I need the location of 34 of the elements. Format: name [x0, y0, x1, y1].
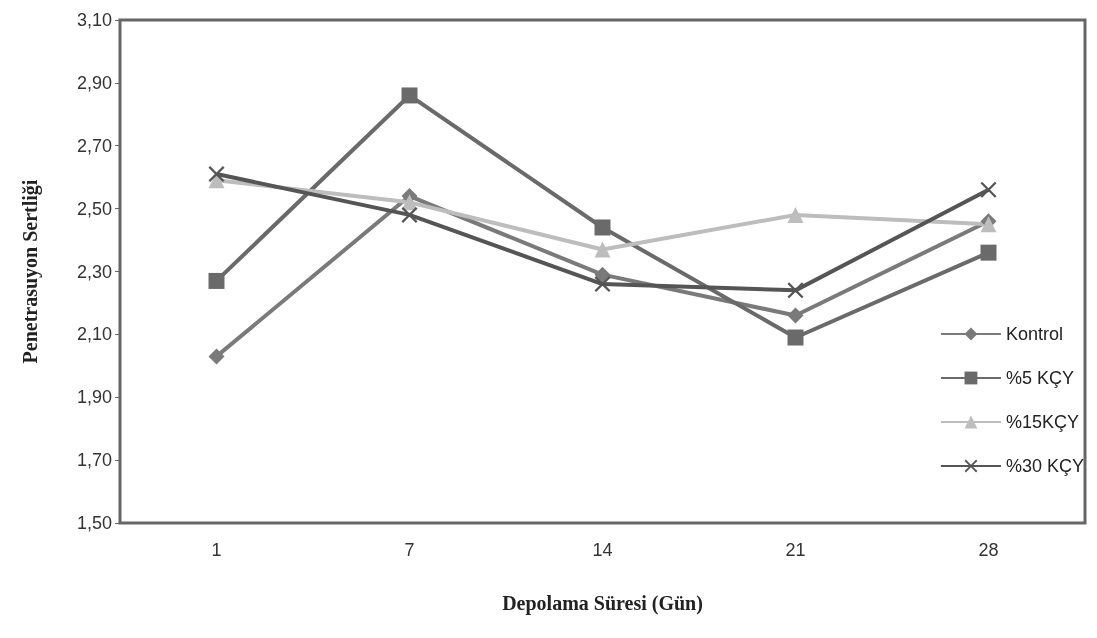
point: [594, 219, 611, 236]
y-tick-label: 1,50: [76, 513, 112, 533]
y-tick-label: 2,70: [76, 135, 112, 156]
x-tick-label: 7: [404, 540, 415, 560]
point: [208, 166, 225, 183]
y-tick-label: 2,10: [76, 324, 112, 345]
point: [787, 206, 804, 223]
y-tick-label: 3,10: [76, 10, 112, 30]
point: [208, 348, 225, 365]
point: [787, 329, 804, 346]
point: [787, 282, 804, 299]
point: [980, 181, 997, 198]
point: [401, 87, 418, 104]
point: [787, 307, 804, 324]
y-tick-label: 1,70: [76, 450, 112, 471]
x-tick-label: 21: [785, 540, 806, 560]
point: [594, 276, 611, 293]
y-axis-title: Penetrasuyon Sertliği: [19, 179, 42, 364]
y-tick-label: 2,50: [76, 198, 112, 219]
y-tick-label: 2,30: [76, 261, 112, 282]
legend-label: Kontrol: [1005, 324, 1064, 344]
point: [208, 272, 225, 289]
y-tick-label: 1,90: [76, 387, 112, 408]
legend-label: %15KÇY: [1005, 412, 1080, 432]
point: [401, 206, 418, 223]
legend-label: %30 KÇY: [1005, 456, 1085, 476]
x-tick-label: 28: [978, 540, 999, 560]
point: [980, 244, 997, 261]
y-tick-label: 2,90: [76, 72, 112, 93]
legend-label: %5 KÇY: [1005, 368, 1074, 388]
x-axis-title: Depolama Süresi (Gün): [502, 592, 703, 615]
x-tick-label: 14: [592, 540, 613, 560]
point: [594, 241, 611, 258]
x-tick-label: 1: [211, 540, 222, 560]
